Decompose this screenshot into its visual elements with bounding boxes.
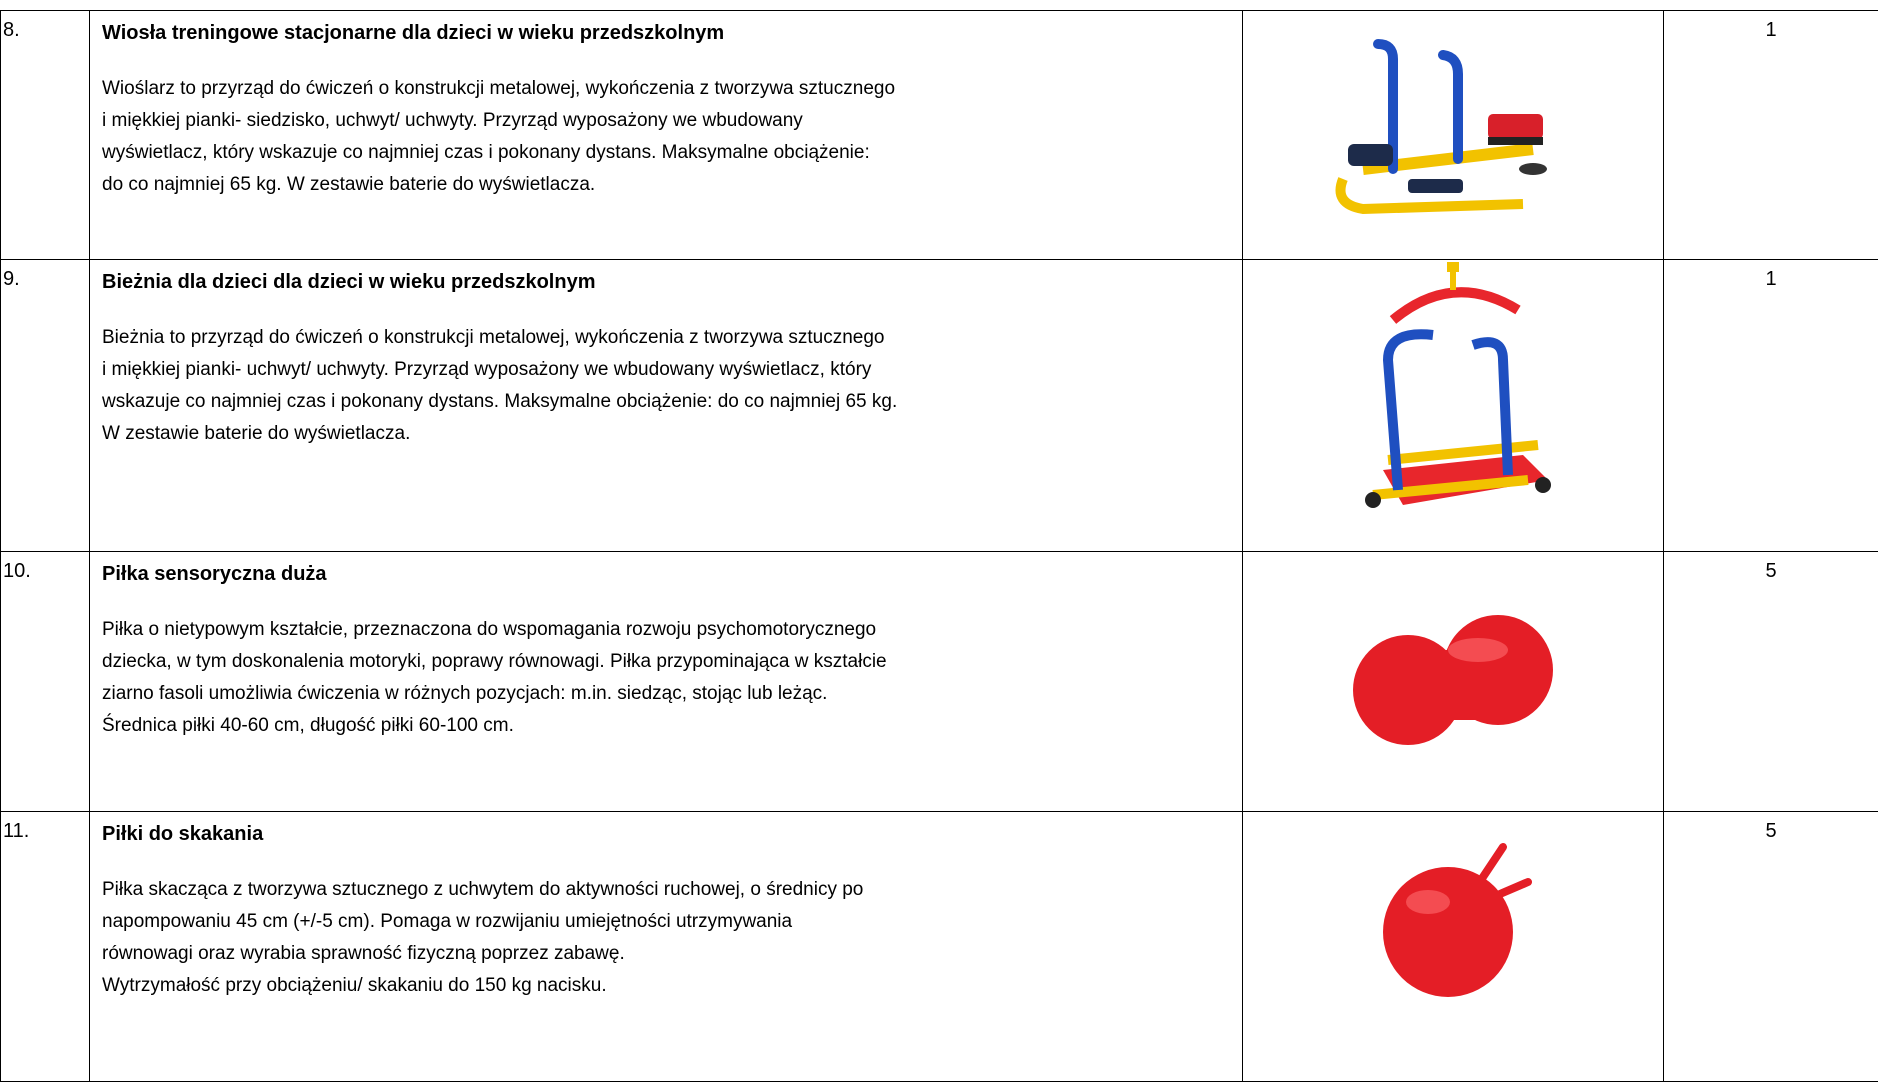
- item-number: 10.: [1, 552, 90, 812]
- description-line: Bieżnia to przyrząd do ćwiczeń o konstru…: [102, 322, 1232, 354]
- item-quantity: 5: [1664, 812, 1878, 1082]
- description-line: napompowaniu 45 cm (+/-5 cm). Pomaga w r…: [102, 906, 1232, 938]
- product-table: 8. Wiosła treningowe stacjonarne dla dzie…: [0, 10, 1878, 1082]
- hop-ball-image: [1353, 832, 1553, 1002]
- item-image-cell: [1243, 552, 1664, 812]
- item-description-cell: Wiosła treningowe stacjonarne dla dzieci…: [90, 11, 1243, 260]
- description-line: równowagi oraz wyrabia sprawność fizyczn…: [102, 938, 1232, 970]
- description-line: i miękkiej pianki- siedzisko, uchwyt/ uc…: [102, 105, 1232, 137]
- table-body: 8. Wiosła treningowe stacjonarne dla dzie…: [1, 11, 1878, 1082]
- description-line: do co najmniej 65 kg. W zestawie baterie…: [102, 169, 1232, 201]
- item-number: 9.: [1, 260, 90, 552]
- description-line: Wytrzymałość przy obciążeniu/ skakaniu d…: [102, 970, 1232, 1002]
- table-row: 11. Piłki do skakania Piłka skacząca z two…: [1, 812, 1878, 1082]
- description-line: wskazuje co najmniej czas i pokonany dys…: [102, 386, 1232, 418]
- description-line: ziarno fasoli umożliwia ćwiczenia w różn…: [102, 678, 1232, 710]
- item-title: Bieżnia dla dzieci dla dzieci w wieku pr…: [102, 268, 1232, 296]
- description-line: Średnica piłki 40-60 cm, długość piłki 6…: [102, 710, 1232, 742]
- description-line: W zestawie baterie do wyświetlacza.: [102, 418, 1232, 450]
- item-description-cell: Piłki do skakania Piłka skacząca z tworzy…: [90, 812, 1243, 1082]
- description-line: Piłka o nietypowym kształcie, przeznaczo…: [102, 614, 1232, 646]
- peanut-ball-image: [1338, 610, 1568, 750]
- description-line: dziecka, w tym doskonalenia motoryki, po…: [102, 646, 1232, 678]
- treadmill-image: [1343, 260, 1563, 530]
- description-line: wyświetlacz, który wskazuje co najmniej …: [102, 137, 1232, 169]
- item-title: Piłki do skakania: [102, 820, 1232, 848]
- item-image-cell: [1243, 812, 1664, 1082]
- item-description-cell: Bieżnia dla dzieci dla dzieci w wieku pr…: [90, 260, 1243, 552]
- item-image-cell: [1243, 260, 1664, 552]
- rower-image: [1323, 29, 1583, 229]
- description-line: i miękkiej pianki- uchwyt/ uchwyty. Przy…: [102, 354, 1232, 386]
- table-row: 10. Piłka sensoryczna duża Piłka o nietypo…: [1, 552, 1878, 812]
- item-number: 11.: [1, 812, 90, 1082]
- description-line: Piłka skacząca z tworzywa sztucznego z u…: [102, 874, 1232, 906]
- description-line: Wioślarz to przyrząd do ćwiczeń o konstr…: [102, 73, 1232, 105]
- table-row: 8. Wiosła treningowe stacjonarne dla dzie…: [1, 11, 1878, 260]
- item-quantity: 5: [1664, 552, 1878, 812]
- item-description-cell: Piłka sensoryczna duża Piłka o nietypowym…: [90, 552, 1243, 812]
- table-row: 9. Bieżnia dla dzieci dla dzieci w wieku …: [1, 260, 1878, 552]
- item-image-cell: [1243, 11, 1664, 260]
- item-quantity: 1: [1664, 260, 1878, 552]
- item-number: 8.: [1, 11, 90, 260]
- item-title: Piłka sensoryczna duża: [102, 560, 1232, 588]
- item-title: Wiosła treningowe stacjonarne dla dzieci…: [102, 19, 1232, 47]
- item-quantity: 1: [1664, 11, 1878, 260]
